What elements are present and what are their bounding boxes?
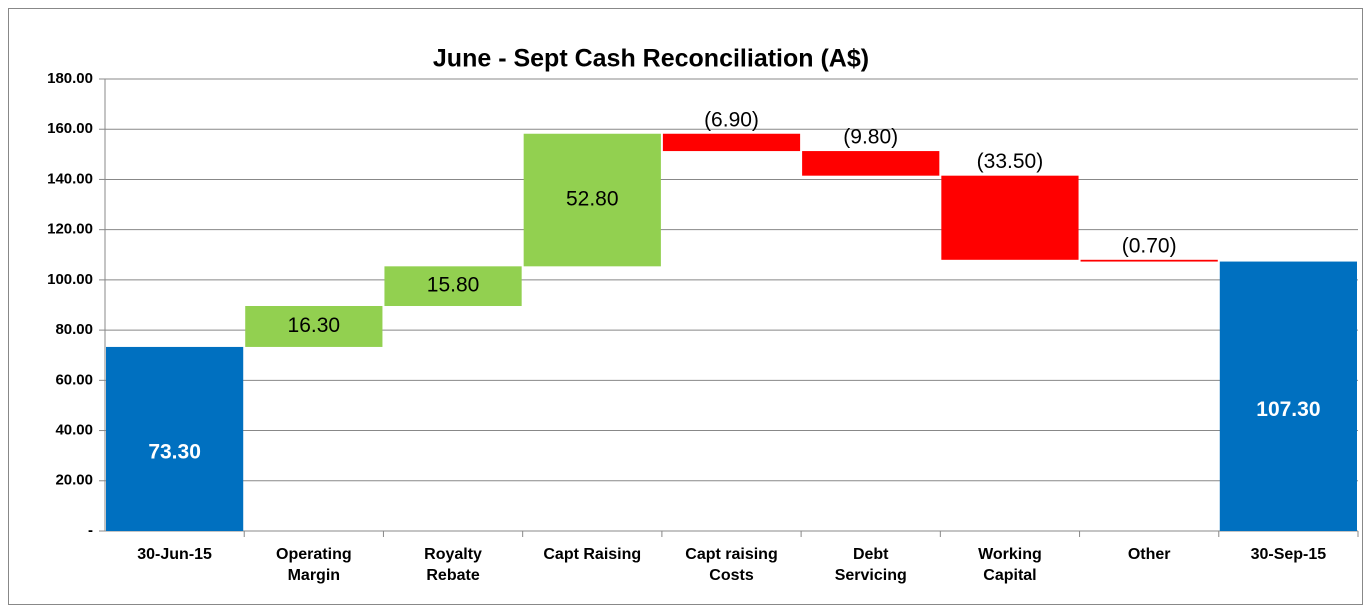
- bar: [1219, 261, 1357, 531]
- bar: [662, 133, 801, 152]
- bar: [106, 346, 244, 531]
- y-tick-label: 100.00: [47, 271, 93, 288]
- x-tick-label: Royalty Rebate: [424, 546, 482, 584]
- value-label: (33.50): [977, 150, 1044, 173]
- x-tick-label: Operating Margin: [276, 546, 352, 584]
- bar: [245, 306, 383, 347]
- y-tick-label: 80.00: [55, 321, 93, 338]
- bar: [384, 266, 522, 307]
- value-label: (9.80): [843, 126, 898, 149]
- x-tick-label: Capt raising Costs: [685, 546, 777, 584]
- bar: [941, 175, 1079, 260]
- value-label: 52.80: [566, 188, 619, 211]
- bar: [523, 133, 661, 267]
- chart-title: June - Sept Cash Reconciliation (A$): [433, 45, 869, 73]
- y-tick-label: 180.00: [47, 70, 93, 87]
- x-tick-label: 30-Sep-15: [1251, 546, 1327, 563]
- value-label: (6.90): [704, 108, 759, 131]
- y-tick-label: 160.00: [47, 120, 93, 137]
- x-tick-label: Capt Raising: [543, 546, 641, 563]
- y-tick-label: 140.00: [47, 170, 93, 187]
- x-tick-label: Debt Servicing: [835, 546, 907, 584]
- bar: [1080, 259, 1218, 262]
- value-label: 16.30: [288, 314, 341, 337]
- bar: [802, 151, 940, 176]
- y-tick-label: -: [88, 522, 93, 539]
- value-label: (0.70): [1122, 234, 1177, 257]
- x-tick-label: Other: [1128, 546, 1171, 563]
- value-label: 107.30: [1256, 398, 1320, 421]
- value-label: 15.80: [427, 274, 480, 297]
- y-tick-label: 20.00: [55, 472, 93, 489]
- x-tick-label: 30-Jun-15: [137, 546, 212, 563]
- y-tick-label: 40.00: [55, 422, 93, 439]
- x-tick-label: Working Capital: [978, 546, 1042, 584]
- y-tick-label: 60.00: [55, 371, 93, 388]
- value-label: 73.30: [148, 441, 201, 464]
- y-tick-label: 120.00: [47, 221, 93, 238]
